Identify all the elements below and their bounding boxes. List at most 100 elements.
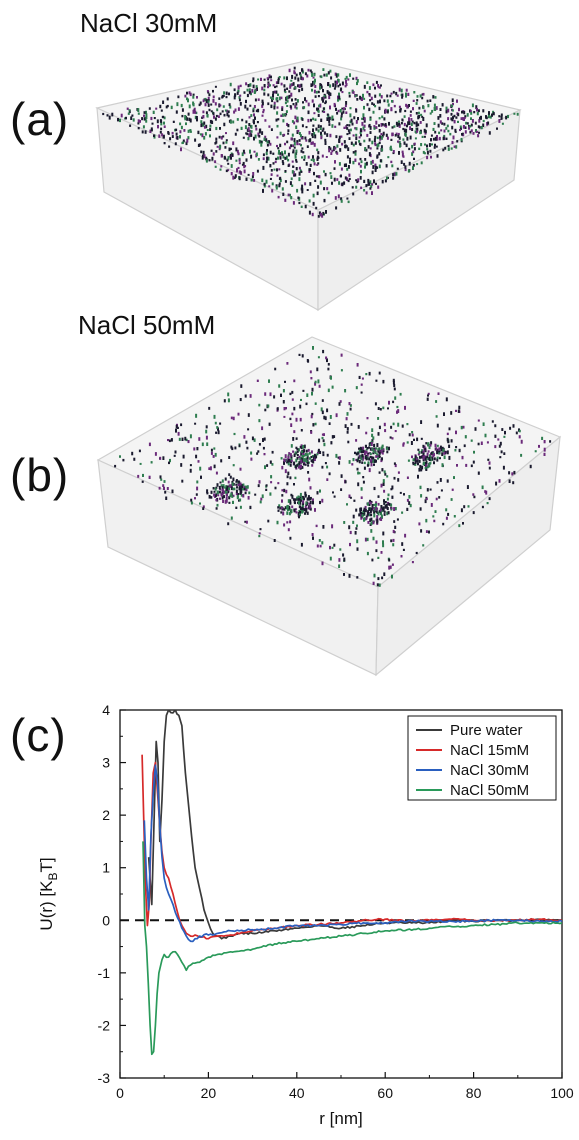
particle <box>412 150 415 154</box>
particle <box>223 155 226 160</box>
particle <box>263 437 266 441</box>
particle <box>234 108 237 112</box>
particle <box>440 129 443 132</box>
particle <box>430 155 432 159</box>
particle <box>461 455 464 460</box>
particle <box>159 456 162 460</box>
particle <box>255 109 258 113</box>
particle <box>219 112 222 116</box>
particle <box>364 158 367 161</box>
particle <box>194 110 197 114</box>
particle <box>246 107 249 111</box>
particle <box>381 457 383 461</box>
particle <box>352 151 355 154</box>
particle <box>399 491 402 494</box>
particle <box>311 88 313 92</box>
particle <box>284 198 287 202</box>
particle <box>163 116 166 120</box>
particle <box>277 195 280 199</box>
particle <box>472 511 475 515</box>
series-line-3 <box>143 764 562 943</box>
particle <box>360 454 363 459</box>
particle <box>366 454 369 457</box>
particle <box>206 129 209 131</box>
particle <box>377 502 380 506</box>
particle <box>230 445 233 449</box>
particle <box>465 463 468 467</box>
particle <box>345 125 348 129</box>
particle <box>354 127 357 130</box>
particle <box>427 457 430 460</box>
particle <box>309 504 312 509</box>
particle <box>180 463 183 467</box>
particle <box>162 456 165 460</box>
particle <box>371 439 374 443</box>
particle <box>424 467 427 470</box>
particle <box>431 143 433 146</box>
particle <box>352 520 355 524</box>
particle <box>481 505 484 509</box>
particle <box>415 121 418 125</box>
particle <box>244 104 247 109</box>
particle <box>198 103 201 107</box>
particle <box>360 487 363 491</box>
particle <box>315 206 318 210</box>
x-axis-label: r [nm] <box>319 1109 362 1128</box>
particle <box>313 89 316 94</box>
particle <box>202 154 204 157</box>
particle <box>322 96 325 100</box>
particle <box>429 112 432 115</box>
particle <box>360 134 362 137</box>
particle <box>335 206 338 210</box>
particle <box>304 97 306 101</box>
particle <box>390 92 393 95</box>
particle <box>150 461 153 464</box>
particle <box>403 493 405 496</box>
particle <box>194 497 196 500</box>
particle <box>310 141 313 145</box>
particle <box>356 79 359 83</box>
particle <box>230 486 233 491</box>
particle <box>153 134 155 137</box>
particle <box>439 120 442 124</box>
particle <box>470 464 473 468</box>
particle <box>196 96 198 99</box>
particle <box>529 464 532 469</box>
particle <box>214 117 217 121</box>
particle <box>380 133 383 136</box>
particle <box>476 111 479 116</box>
particle <box>294 115 297 120</box>
particle <box>518 429 521 433</box>
particle <box>407 121 410 126</box>
particle <box>203 125 206 129</box>
particle <box>168 439 171 443</box>
particle <box>221 110 224 113</box>
particle <box>212 455 215 458</box>
particle <box>436 481 439 484</box>
particle <box>292 151 295 154</box>
particle <box>374 163 377 168</box>
particle <box>210 490 213 494</box>
particle <box>495 481 498 486</box>
particle <box>447 108 450 113</box>
particle <box>488 131 491 135</box>
particle <box>198 143 201 147</box>
particle <box>363 105 365 110</box>
particle <box>285 489 288 494</box>
particle <box>306 511 309 515</box>
particle <box>377 556 380 559</box>
particle <box>276 174 279 177</box>
particle <box>354 150 357 153</box>
particle <box>452 135 455 140</box>
particle <box>358 472 361 475</box>
particle <box>372 165 375 169</box>
particle <box>449 132 452 136</box>
particle <box>311 73 314 77</box>
particle <box>236 168 238 172</box>
particle <box>229 105 232 109</box>
particle <box>424 499 427 504</box>
particle <box>359 514 362 517</box>
particle <box>357 482 360 487</box>
particle <box>293 508 296 513</box>
